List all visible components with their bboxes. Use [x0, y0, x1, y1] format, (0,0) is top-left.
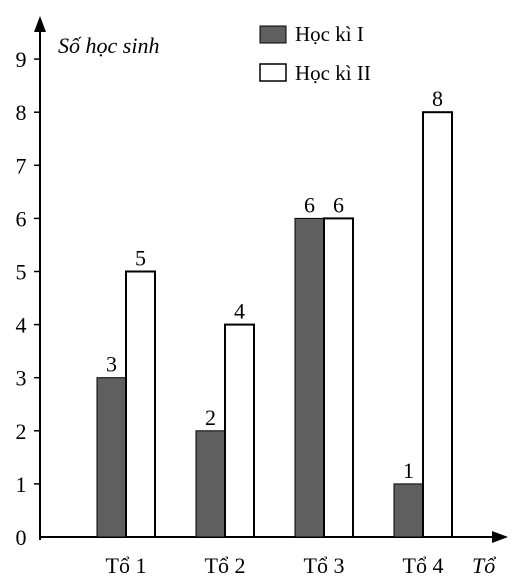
category-label: Tổ 3	[304, 553, 345, 578]
legend: Học kì I Học kì II	[259, 22, 371, 85]
y-tick-label: 4	[16, 313, 27, 338]
bar-hoc-ki-1-3	[294, 217, 325, 538]
data-label: 6	[304, 192, 315, 217]
data-labels: 3 5 2 4 6 6 1 8	[106, 86, 443, 483]
x-axis-title: Tổ	[472, 553, 496, 578]
y-tick-label: 5	[16, 260, 27, 285]
x-axis-arrowhead	[492, 531, 508, 543]
category-label: Tổ 1	[106, 553, 147, 578]
category-labels: Tổ 1 Tổ 2 Tổ 3 Tổ 4	[106, 553, 444, 578]
y-axis-title: Số học sinh	[58, 33, 159, 58]
data-label: 6	[333, 192, 344, 217]
data-label: 2	[205, 405, 216, 430]
bar-hoc-ki-1-2	[195, 430, 226, 538]
y-tick-label: 0	[16, 525, 27, 550]
y-tick-label: 7	[16, 153, 27, 178]
bar-hoc-ki-1-1	[96, 377, 127, 538]
category-label: Tổ 4	[403, 553, 444, 578]
data-label: 5	[135, 246, 146, 271]
bar-hoc-ki-2-3	[323, 217, 354, 538]
legend-swatch-hoc-ki-2	[259, 63, 287, 82]
bar-hoc-ki-1-4	[393, 483, 424, 538]
legend-label-hoc-ki-2: Học kì II	[295, 61, 371, 85]
y-tick-label: 6	[16, 206, 27, 231]
data-label: 3	[106, 352, 117, 377]
bars	[96, 111, 453, 538]
bar-hoc-ki-2-4	[422, 111, 453, 538]
bar-hoc-ki-2-2	[224, 323, 255, 538]
y-tick-label: 9	[16, 47, 27, 72]
bar-hoc-ki-2-1	[125, 270, 156, 538]
y-tick-label: 8	[16, 100, 27, 125]
y-tick-label: 3	[16, 366, 27, 391]
data-label: 8	[432, 86, 443, 111]
legend-swatch-hoc-ki-1	[259, 25, 287, 44]
y-axis-arrowhead	[34, 16, 46, 32]
y-tick-label: 2	[16, 419, 27, 444]
data-label: 1	[403, 458, 414, 483]
y-tick-label: 1	[16, 472, 27, 497]
category-label: Tổ 2	[205, 553, 246, 578]
legend-label-hoc-ki-1: Học kì I	[295, 22, 364, 46]
y-ticks: 0 1 2 3 4 5 6 7 8 9	[16, 47, 40, 550]
data-label: 4	[234, 299, 245, 324]
